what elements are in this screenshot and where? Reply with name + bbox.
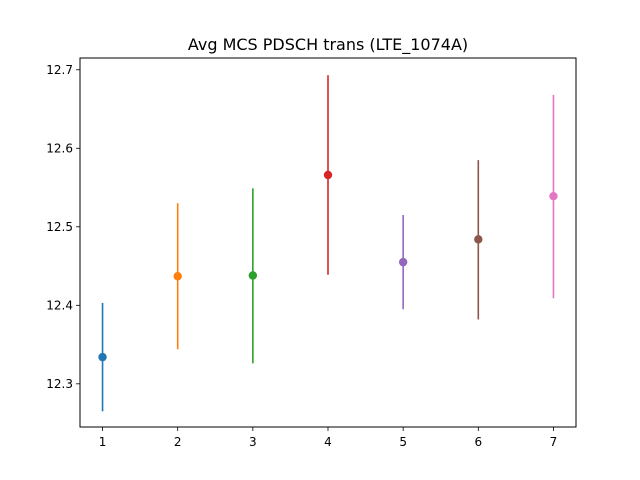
y-tick-label-4: 12.6 bbox=[46, 141, 73, 155]
data-point-2 bbox=[173, 272, 182, 281]
data-point-3 bbox=[248, 271, 258, 280]
x-tick-label-1: 1 bbox=[99, 435, 107, 449]
y-tick-label-3: 12.5 bbox=[46, 220, 73, 234]
y-tick-label-2: 12.4 bbox=[46, 298, 73, 312]
y-axis: 12.3 12.4 12.5 12.6 12.7 bbox=[46, 63, 80, 391]
y-tick-label-1: 12.3 bbox=[46, 377, 73, 391]
y-tick-label-5: 12.7 bbox=[46, 63, 73, 77]
x-tick-label-5: 5 bbox=[399, 435, 407, 449]
x-axis: 1 2 3 4 5 6 7 bbox=[99, 427, 558, 449]
x-tick-label-7: 7 bbox=[550, 435, 558, 449]
chart-title: Avg MCS PDSCH trans (LTE_1074A) bbox=[188, 35, 468, 55]
data-point-4 bbox=[323, 170, 333, 180]
data-point-5 bbox=[398, 257, 408, 267]
plot-marks bbox=[98, 75, 558, 412]
x-tick-label-4: 4 bbox=[324, 435, 332, 449]
x-tick-label-2: 2 bbox=[174, 435, 182, 449]
data-point-1 bbox=[98, 352, 107, 362]
x-tick-label-6: 6 bbox=[474, 435, 482, 449]
data-point-6 bbox=[474, 235, 483, 244]
x-tick-label-3: 3 bbox=[249, 435, 257, 449]
data-point-7 bbox=[549, 191, 558, 201]
